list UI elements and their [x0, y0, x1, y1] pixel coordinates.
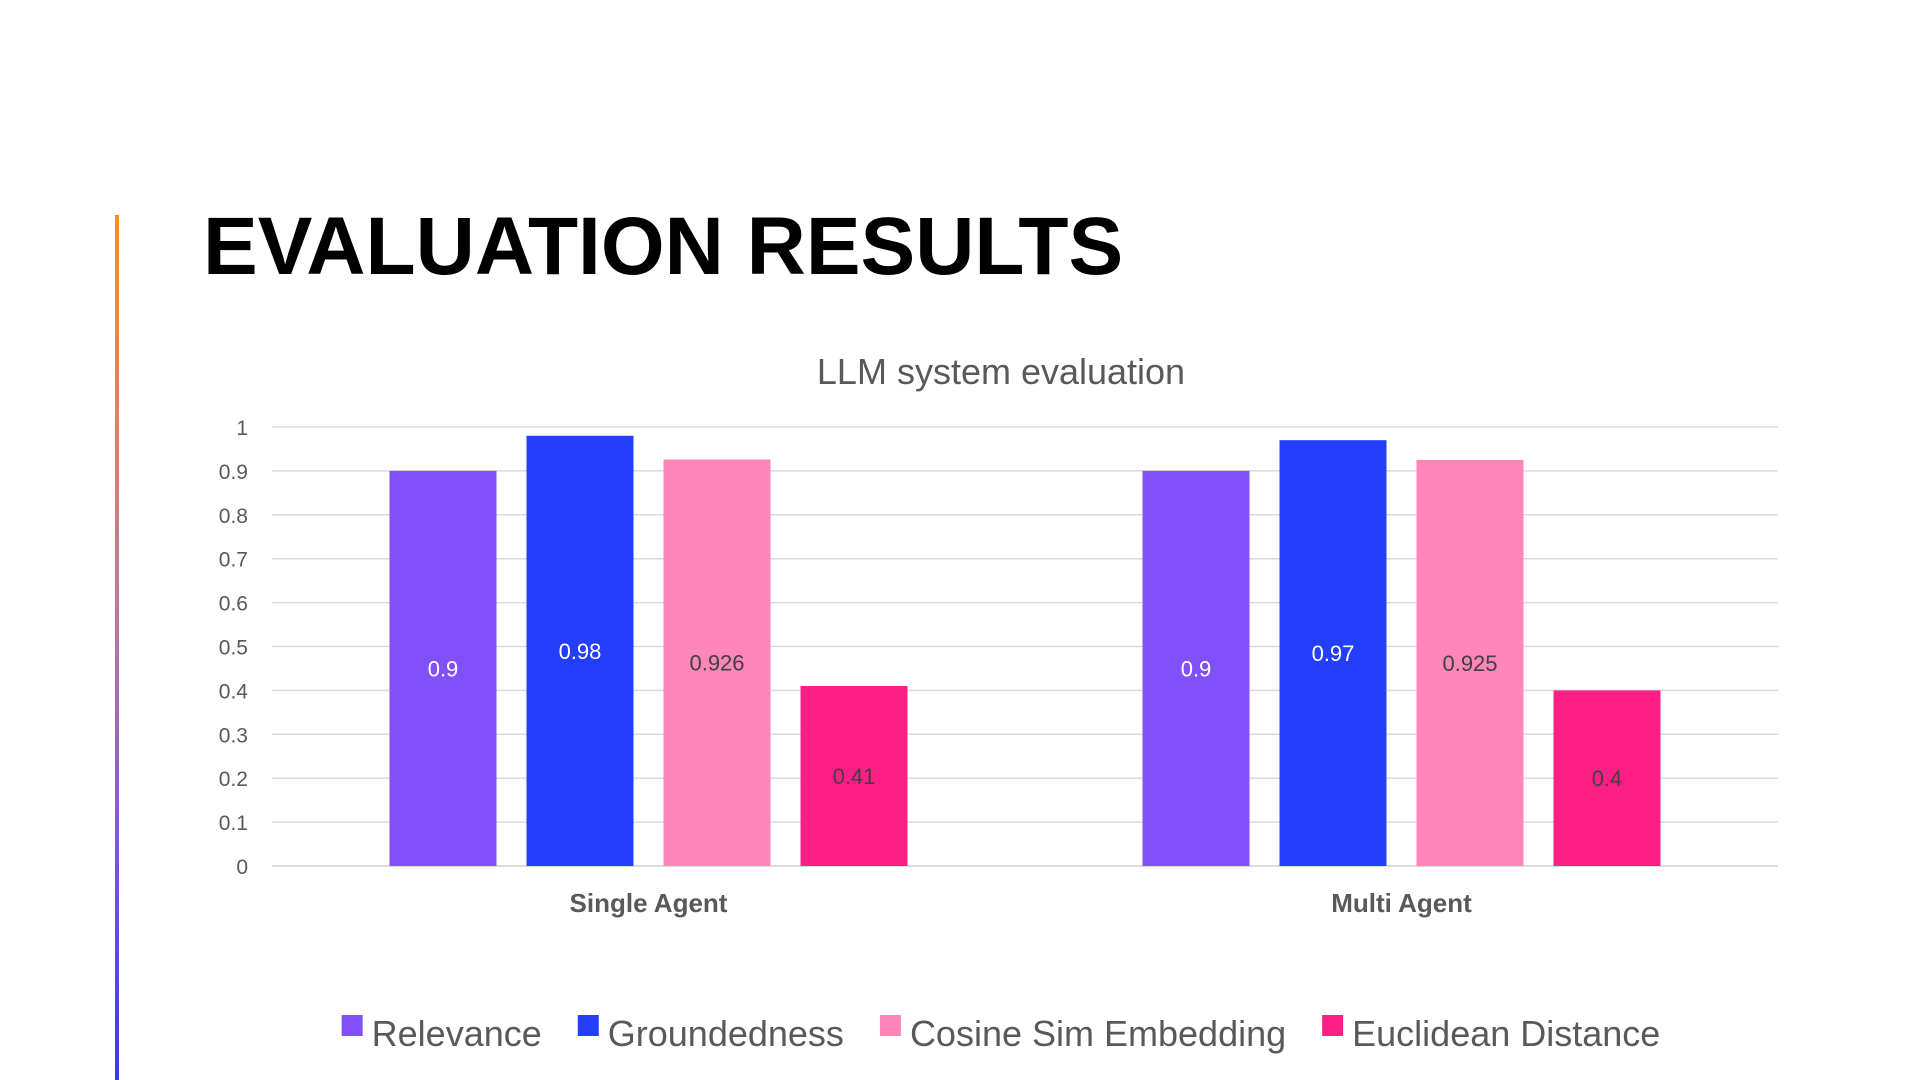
- gridlines: [272, 426, 1778, 867]
- x-tick-label: Multi Agent: [1331, 888, 1472, 918]
- legend-label: Euclidean Distance: [1352, 1013, 1660, 1054]
- legend-swatch: [577, 1015, 599, 1036]
- y-tick-label: 0: [236, 856, 248, 879]
- legend: Relevance Groundedness Cosine Sim Embeddin…: [341, 1013, 1660, 1054]
- page-title: EVALUATION RESULTS: [203, 201, 1124, 292]
- bar: [1142, 470, 1250, 866]
- y-tick-label: 0.1: [219, 812, 248, 835]
- data-label: 0.4: [1592, 766, 1623, 791]
- bar: [1553, 690, 1661, 866]
- bar: [526, 435, 634, 866]
- data-labels: 0.9 0.98 0.926 0.41 0.9 0.97 0.925 0.4: [428, 639, 1623, 791]
- bar: [663, 459, 771, 866]
- data-label: 0.9: [428, 656, 459, 681]
- data-label: 0.926: [689, 651, 744, 676]
- data-label: 0.41: [833, 764, 876, 789]
- y-tick-label: 0.8: [219, 505, 248, 528]
- legend-swatch: [341, 1015, 363, 1036]
- legend-label: Groundedness: [608, 1013, 844, 1054]
- legend-swatch: [879, 1015, 901, 1036]
- bar: [800, 686, 908, 866]
- accent-bar: [115, 215, 119, 1080]
- y-tick-label: 0.7: [219, 549, 248, 572]
- bar: [1279, 440, 1387, 866]
- y-axis: 0 0.1 0.2 0.3 0.4 0.5 0.6 0.7 0.8 0.9 1: [219, 417, 249, 879]
- bars: [389, 435, 1661, 866]
- y-tick-label: 0.5: [219, 637, 248, 660]
- bar: [389, 470, 497, 866]
- chart-title: LLM system evaluation: [817, 351, 1185, 392]
- y-tick-label: 0.9: [219, 461, 248, 484]
- data-label: 0.925: [1442, 651, 1497, 676]
- data-label: 0.97: [1312, 641, 1355, 666]
- data-label: 0.9: [1181, 656, 1212, 681]
- bar: [1416, 459, 1524, 866]
- legend-swatch: [1322, 1015, 1344, 1036]
- x-axis: Single Agent Multi Agent: [570, 888, 1473, 918]
- y-tick-label: 0.6: [219, 593, 248, 616]
- y-tick-label: 0.4: [219, 680, 249, 703]
- legend-label: Relevance: [372, 1013, 542, 1054]
- y-tick-label: 0.3: [219, 724, 248, 747]
- x-tick-label: Single Agent: [570, 888, 728, 918]
- y-tick-label: 1: [236, 417, 248, 440]
- y-tick-label: 0.2: [219, 768, 248, 791]
- legend-label: Cosine Sim Embedding: [910, 1013, 1286, 1054]
- data-label: 0.98: [559, 639, 602, 664]
